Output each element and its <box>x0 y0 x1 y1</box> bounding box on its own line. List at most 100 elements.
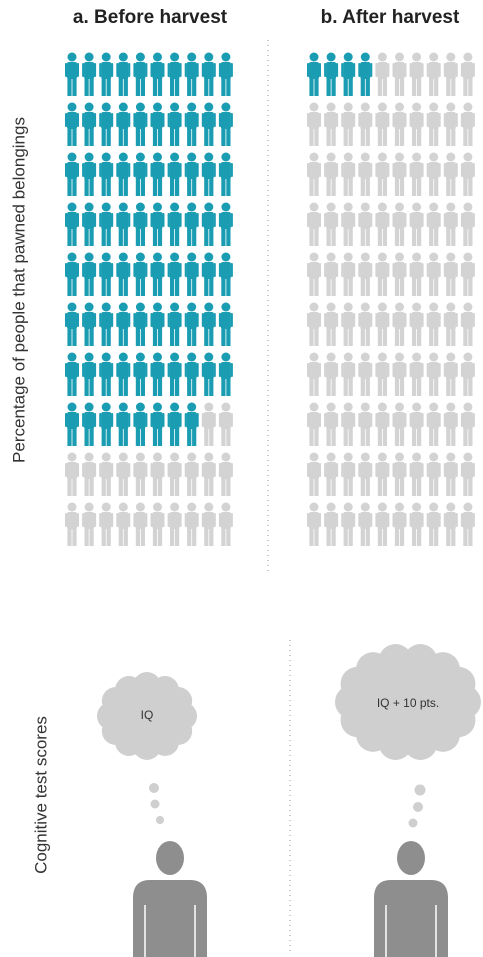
person-empty <box>392 202 407 246</box>
cloud-puff <box>441 666 476 701</box>
person-empty <box>341 102 356 146</box>
person-empty <box>392 352 407 396</box>
person-empty <box>99 502 114 546</box>
person-empty <box>218 452 233 496</box>
person-empty <box>375 502 390 546</box>
cloud-puff <box>378 644 413 679</box>
person-filled <box>133 402 148 446</box>
person-filled <box>65 402 79 446</box>
person-filled <box>167 102 182 146</box>
person-empty <box>443 502 458 546</box>
person-empty <box>184 502 199 546</box>
person-empty <box>392 102 407 146</box>
person-filled <box>150 352 165 396</box>
person-empty <box>307 202 321 246</box>
person-empty <box>184 452 199 496</box>
person-empty <box>324 402 339 446</box>
person-empty <box>460 452 475 496</box>
person-filled <box>133 352 148 396</box>
person-empty <box>307 302 321 346</box>
person-empty <box>392 302 407 346</box>
person-empty <box>409 252 424 296</box>
person-empty <box>409 102 424 146</box>
person-filled <box>116 302 131 346</box>
thought-dot <box>414 784 426 796</box>
person-empty <box>426 152 441 196</box>
person-filled <box>65 302 79 346</box>
person-empty <box>443 352 458 396</box>
person-empty <box>460 202 475 246</box>
person-empty <box>426 302 441 346</box>
person-filled <box>201 152 216 196</box>
person-filled <box>167 302 182 346</box>
person-filled <box>65 202 79 246</box>
person-empty <box>167 502 182 546</box>
person-filled <box>82 52 97 96</box>
person-filled <box>201 352 216 396</box>
person-filled <box>150 252 165 296</box>
person-empty <box>409 502 424 546</box>
person-empty <box>201 452 216 496</box>
person-empty <box>65 502 79 546</box>
person-empty <box>324 352 339 396</box>
y-axis-label: Percentage of people that pawned belongi… <box>9 117 28 463</box>
person-empty <box>426 102 441 146</box>
person-empty <box>358 502 373 546</box>
person-filled <box>167 152 182 196</box>
cloud-puff <box>403 725 438 760</box>
person-filled <box>218 352 233 396</box>
person-empty <box>392 152 407 196</box>
person-empty <box>116 452 131 496</box>
person-empty <box>375 52 390 96</box>
person-filled <box>82 352 97 396</box>
person-empty <box>443 452 458 496</box>
person-filled <box>116 52 131 96</box>
person-filled <box>184 402 199 446</box>
person-filled <box>218 52 233 96</box>
person-filled <box>116 202 131 246</box>
person-empty <box>392 502 407 546</box>
person-filled <box>167 202 182 246</box>
person-filled <box>167 402 182 446</box>
person-empty <box>392 52 407 96</box>
person-body <box>133 880 207 957</box>
thought-dot <box>408 818 418 828</box>
person-empty <box>460 352 475 396</box>
person-empty <box>460 502 475 546</box>
person-empty <box>375 352 390 396</box>
person-empty <box>99 452 114 496</box>
person-filled <box>167 52 182 96</box>
person-empty <box>324 302 339 346</box>
person-filled <box>218 102 233 146</box>
person-empty <box>201 402 216 446</box>
person-filled <box>133 202 148 246</box>
thought-dot <box>150 799 160 809</box>
cognitive-illustration: IQ IQ + 10 pts. <box>97 644 481 957</box>
person-filled <box>65 252 79 296</box>
person-filled <box>133 302 148 346</box>
person-empty <box>375 302 390 346</box>
person-filled <box>167 352 182 396</box>
person-filled <box>184 302 199 346</box>
person-empty <box>218 502 233 546</box>
person-filled <box>218 202 233 246</box>
person-empty <box>392 252 407 296</box>
thought-cloud <box>335 644 481 760</box>
person-filled <box>184 352 199 396</box>
person-filled <box>358 52 373 96</box>
person-empty <box>375 252 390 296</box>
person-filled <box>65 102 79 146</box>
person-filled <box>65 152 79 196</box>
person-filled <box>167 252 182 296</box>
cloud-puff <box>164 687 193 715</box>
person-empty <box>341 402 356 446</box>
person-filled <box>184 252 199 296</box>
person-filled <box>184 202 199 246</box>
person-empty <box>358 302 373 346</box>
person-filled <box>82 202 97 246</box>
person-empty <box>341 152 356 196</box>
person-filled <box>116 402 131 446</box>
thought-dot <box>149 783 159 793</box>
person-empty <box>324 202 339 246</box>
